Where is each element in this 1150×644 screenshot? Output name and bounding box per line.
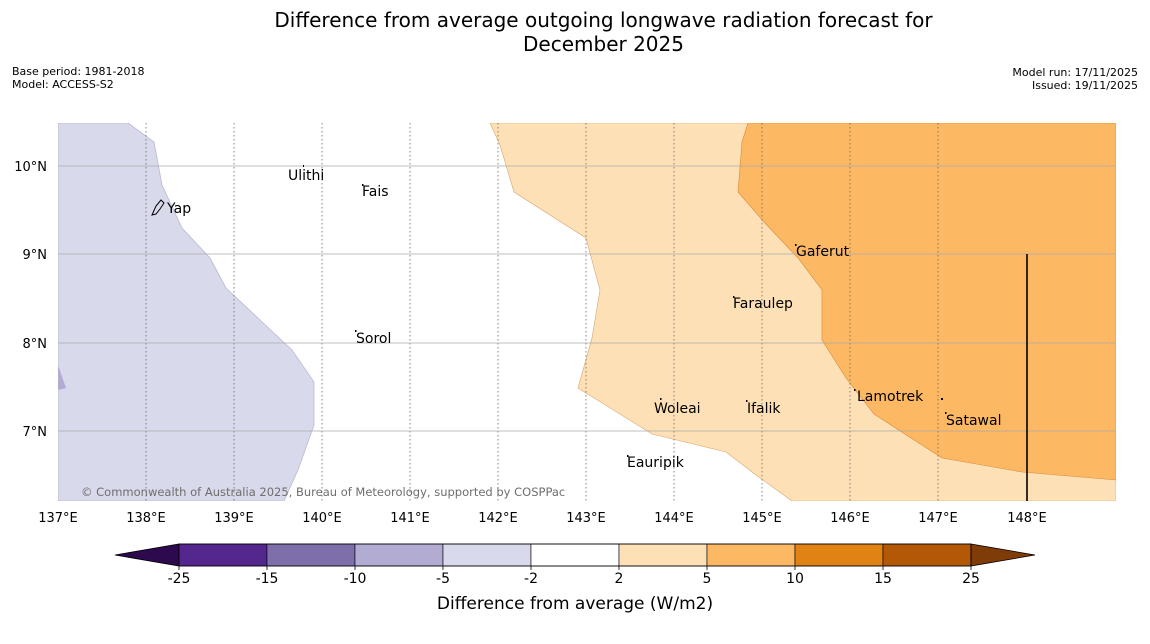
place-sorol: Sorol xyxy=(356,331,391,347)
lon-label-145: 145°E xyxy=(742,511,782,526)
colorbar: -25 -15 -10 -5 -2 2 5 10 15 25 xyxy=(114,543,1036,587)
colorbar-title: Difference from average (W/m2) xyxy=(436,594,714,614)
colorbar-bin-2 xyxy=(266,543,356,567)
colorbar-bin-8 xyxy=(794,543,884,567)
lon-label-140: 140°E xyxy=(302,511,342,526)
island-marks xyxy=(151,165,947,457)
base-period: Base period: 1981-2018 xyxy=(12,65,145,78)
lon-label-143: 143°E xyxy=(566,511,606,526)
lon-label-139: 139°E xyxy=(214,511,254,526)
colorbar-bin-7 xyxy=(706,543,796,567)
lon-label-147: 147°E xyxy=(918,511,958,526)
title-line-2: December 2025 xyxy=(523,32,684,56)
colorbar-tick-3: -10 xyxy=(344,571,367,587)
lon-label-137: 137°E xyxy=(38,511,78,526)
lon-label-141: 141°E xyxy=(390,511,430,526)
colorbar-tick-1: -25 xyxy=(168,571,191,587)
place-lamotrek: Lamotrek xyxy=(857,389,924,405)
place-gaferut: Gaferut xyxy=(796,244,850,260)
copyright-notice: © Commonwealth of Australia 2025, Bureau… xyxy=(81,485,565,499)
colorbar-tick-6: 2 xyxy=(615,571,624,587)
colorbar-tick-8: 10 xyxy=(786,571,804,587)
lat-label-9n: 9°N xyxy=(23,248,48,263)
colorbar-tick-10: 25 xyxy=(962,571,980,587)
colorbar-bin-5 xyxy=(530,543,620,567)
lat-label-8n: 8°N xyxy=(23,337,48,352)
model-name: Model: ACCESS-S2 xyxy=(12,78,114,91)
graticule xyxy=(145,123,939,501)
parallels xyxy=(58,165,1116,432)
colorbar-tick-9: 15 xyxy=(874,571,892,587)
colorbar-bin-9 xyxy=(882,543,972,567)
colorbar-bin-6 xyxy=(618,543,708,567)
lon-label-142: 142°E xyxy=(478,511,518,526)
yap-island-icon xyxy=(151,199,165,216)
title-line-1: Difference from average outgoing longwav… xyxy=(274,8,933,32)
issued-date: Issued: 19/11/2025 xyxy=(1031,79,1138,92)
place-satawal: Satawal xyxy=(946,413,1001,429)
place-faraulep: Faraulep xyxy=(733,296,793,312)
meta-right: Model run: 17/11/2025 Issued: 19/11/2025 xyxy=(1012,66,1138,92)
colorbar-tick-4: -5 xyxy=(436,571,450,587)
colorbar-extend-min xyxy=(114,543,180,567)
lon-label-146: 146°E xyxy=(830,511,870,526)
colorbar-tick-2: -15 xyxy=(256,571,279,587)
place-woleai: Woleai xyxy=(654,401,701,417)
region-neg-5-to-2 xyxy=(58,123,315,501)
colorbar-bin-3 xyxy=(354,543,444,567)
region-neg-10-to-5 xyxy=(58,365,66,390)
colorbar-outline xyxy=(178,543,972,567)
colorbar-bin-4 xyxy=(442,543,532,567)
place-ulithi: Ulithi xyxy=(288,168,324,184)
place-ifalik: Ifalik xyxy=(747,401,781,417)
lon-label-138: 138°E xyxy=(126,511,166,526)
region-5-to-10 xyxy=(737,123,1116,481)
colorbar-tick-5: -2 xyxy=(524,571,538,587)
map-area: Ulithi Fais Yap Gaferut Faraulep Sorol L… xyxy=(58,123,1116,501)
lat-label-10n: 10°N xyxy=(14,160,47,175)
colorbar-bin-1 xyxy=(178,543,268,567)
colorbar-extend-max xyxy=(970,543,1036,567)
place-yap: Yap xyxy=(166,201,191,217)
meta-left: Base period: 1981-2018 Model: ACCESS-S2 xyxy=(12,65,144,91)
model-run: Model run: 17/11/2025 xyxy=(1012,66,1138,79)
lat-label-7n: 7°N xyxy=(23,425,48,440)
place-eauripik: Eauripik xyxy=(627,455,685,471)
lon-label-148: 148°E xyxy=(1007,511,1047,526)
colorbar-tick-7: 5 xyxy=(703,571,712,587)
lon-label-144: 144°E xyxy=(654,511,694,526)
place-fais: Fais xyxy=(362,184,389,200)
chart-title: Difference from average outgoing longwav… xyxy=(0,8,1150,56)
